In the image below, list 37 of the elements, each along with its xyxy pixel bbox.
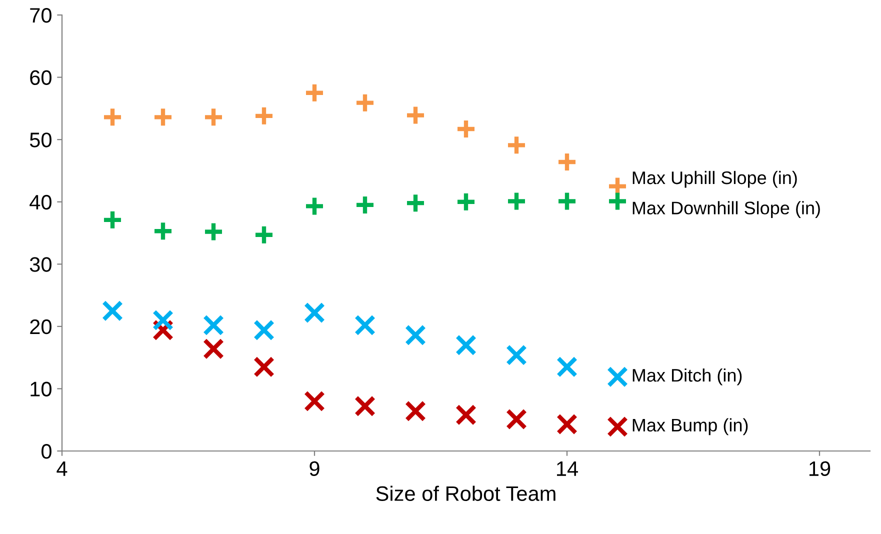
- series-label: Max Bump (in): [632, 418, 748, 436]
- y-tick-label: 40: [30, 194, 52, 210]
- point: [202, 314, 224, 336]
- x-tick-label: 19: [810, 461, 830, 476]
- y-tick-label: 30: [30, 257, 52, 272]
- y-tick-label: 60: [30, 70, 52, 86]
- point: [304, 390, 326, 412]
- point: [202, 338, 224, 360]
- x-tick-label: 4: [56, 461, 68, 476]
- point: [455, 404, 477, 426]
- point: [102, 300, 124, 322]
- point: [455, 334, 477, 356]
- series-label: Max Ditch (in): [632, 368, 742, 386]
- point: [253, 320, 275, 341]
- series-label: Max Uphill Slope (in): [632, 170, 797, 188]
- y-tick-label: 70: [30, 8, 52, 23]
- point: [354, 396, 376, 417]
- y-tick-label: 50: [30, 132, 52, 148]
- point: [606, 416, 628, 438]
- y-tick-label: 20: [30, 319, 52, 334]
- point: [506, 408, 528, 430]
- x-tick-label: 9: [310, 461, 320, 476]
- point: [152, 310, 174, 331]
- point: [556, 356, 578, 378]
- x-tick-label: 14: [557, 461, 578, 476]
- point: [404, 324, 426, 346]
- x-axis-title: Size of Robot Team: [376, 486, 556, 501]
- point: [606, 366, 628, 388]
- y-tick-label: 10: [30, 382, 52, 396]
- point: [304, 302, 326, 324]
- point: [404, 400, 426, 422]
- point: [354, 314, 376, 336]
- series-label: Max Downhill Slope (in): [632, 201, 820, 218]
- point: [506, 344, 528, 366]
- point: [556, 414, 578, 435]
- point: [253, 356, 275, 378]
- y-tick-label: 0: [42, 444, 52, 459]
